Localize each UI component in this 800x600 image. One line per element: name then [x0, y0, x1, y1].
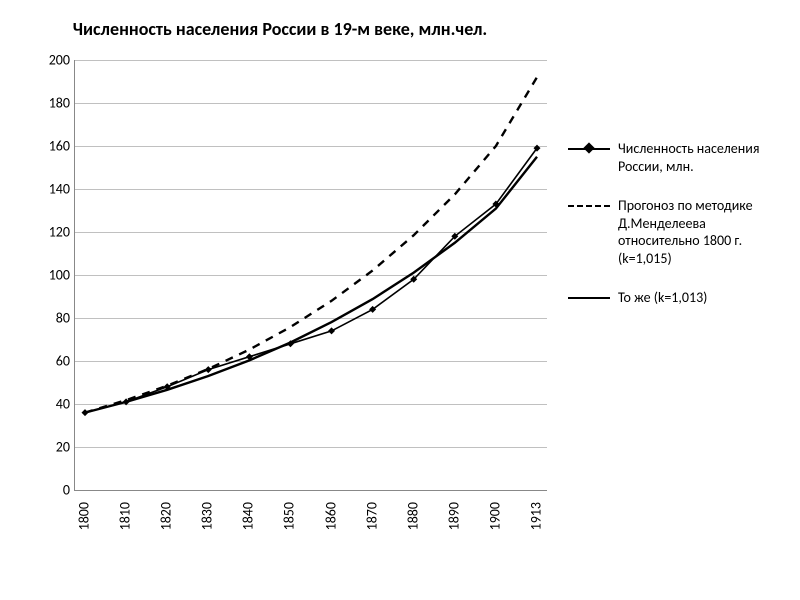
legend-marker-icon: [583, 142, 594, 153]
series-line-actual: [85, 148, 537, 412]
legend-swatch: [568, 140, 610, 158]
y-tick-label: 40: [10, 396, 70, 413]
y-tick-label: 180: [10, 95, 70, 112]
y-tick-label: 100: [10, 267, 70, 284]
x-tick-label: 1913: [528, 502, 545, 530]
y-tick-label: 60: [10, 353, 70, 370]
chart-title: Численность населения России в 19-м веке…: [0, 18, 560, 40]
x-tick-label: 1840: [240, 502, 257, 530]
legend-label: То же (k=1,013): [618, 289, 707, 307]
x-tick-label: 1820: [158, 502, 175, 530]
x-tick-label: 1860: [322, 502, 339, 530]
legend-item-forecast_1015: Прогоноз по методике Д.Менделеева относи…: [568, 197, 788, 267]
x-tick-label: 1830: [199, 502, 216, 530]
x-tick-label: 1890: [445, 502, 462, 530]
series-marker-actual: [328, 327, 335, 334]
series-marker-actual: [205, 366, 212, 373]
legend-line-icon: [568, 205, 610, 207]
legend-swatch: [568, 289, 610, 307]
x-tick-label: 1800: [76, 502, 93, 530]
y-tick-label: 140: [10, 181, 70, 198]
x-tick-label: 1880: [404, 502, 421, 530]
series-line-forecast_1015: [85, 77, 537, 412]
legend-item-forecast_1013: То же (k=1,013): [568, 289, 788, 307]
legend-label: Прогоноз по методике Д.Менделеева относи…: [618, 197, 788, 267]
x-tick-label: 1810: [117, 502, 134, 530]
y-tick-label: 0: [10, 482, 70, 499]
legend-label: Численность населения России, млн.: [618, 140, 788, 175]
x-tick-label: 1900: [486, 502, 503, 530]
population-chart: Численность населения России в 19-м веке…: [0, 0, 800, 600]
series-layer: [75, 60, 547, 490]
y-tick-label: 120: [10, 224, 70, 241]
legend-swatch: [568, 197, 610, 215]
x-tick-label: 1850: [281, 502, 298, 530]
y-tick-label: 160: [10, 138, 70, 155]
series-line-forecast_1013: [85, 157, 537, 413]
plot-area: [74, 60, 547, 491]
legend: Численность населения России, млн. Прогон…: [568, 140, 788, 329]
y-tick-label: 20: [10, 439, 70, 456]
legend-line-icon: [568, 297, 610, 299]
x-tick-label: 1870: [363, 502, 380, 530]
y-tick-label: 200: [10, 52, 70, 69]
y-tick-label: 80: [10, 310, 70, 327]
legend-item-actual: Численность населения России, млн.: [568, 140, 788, 175]
